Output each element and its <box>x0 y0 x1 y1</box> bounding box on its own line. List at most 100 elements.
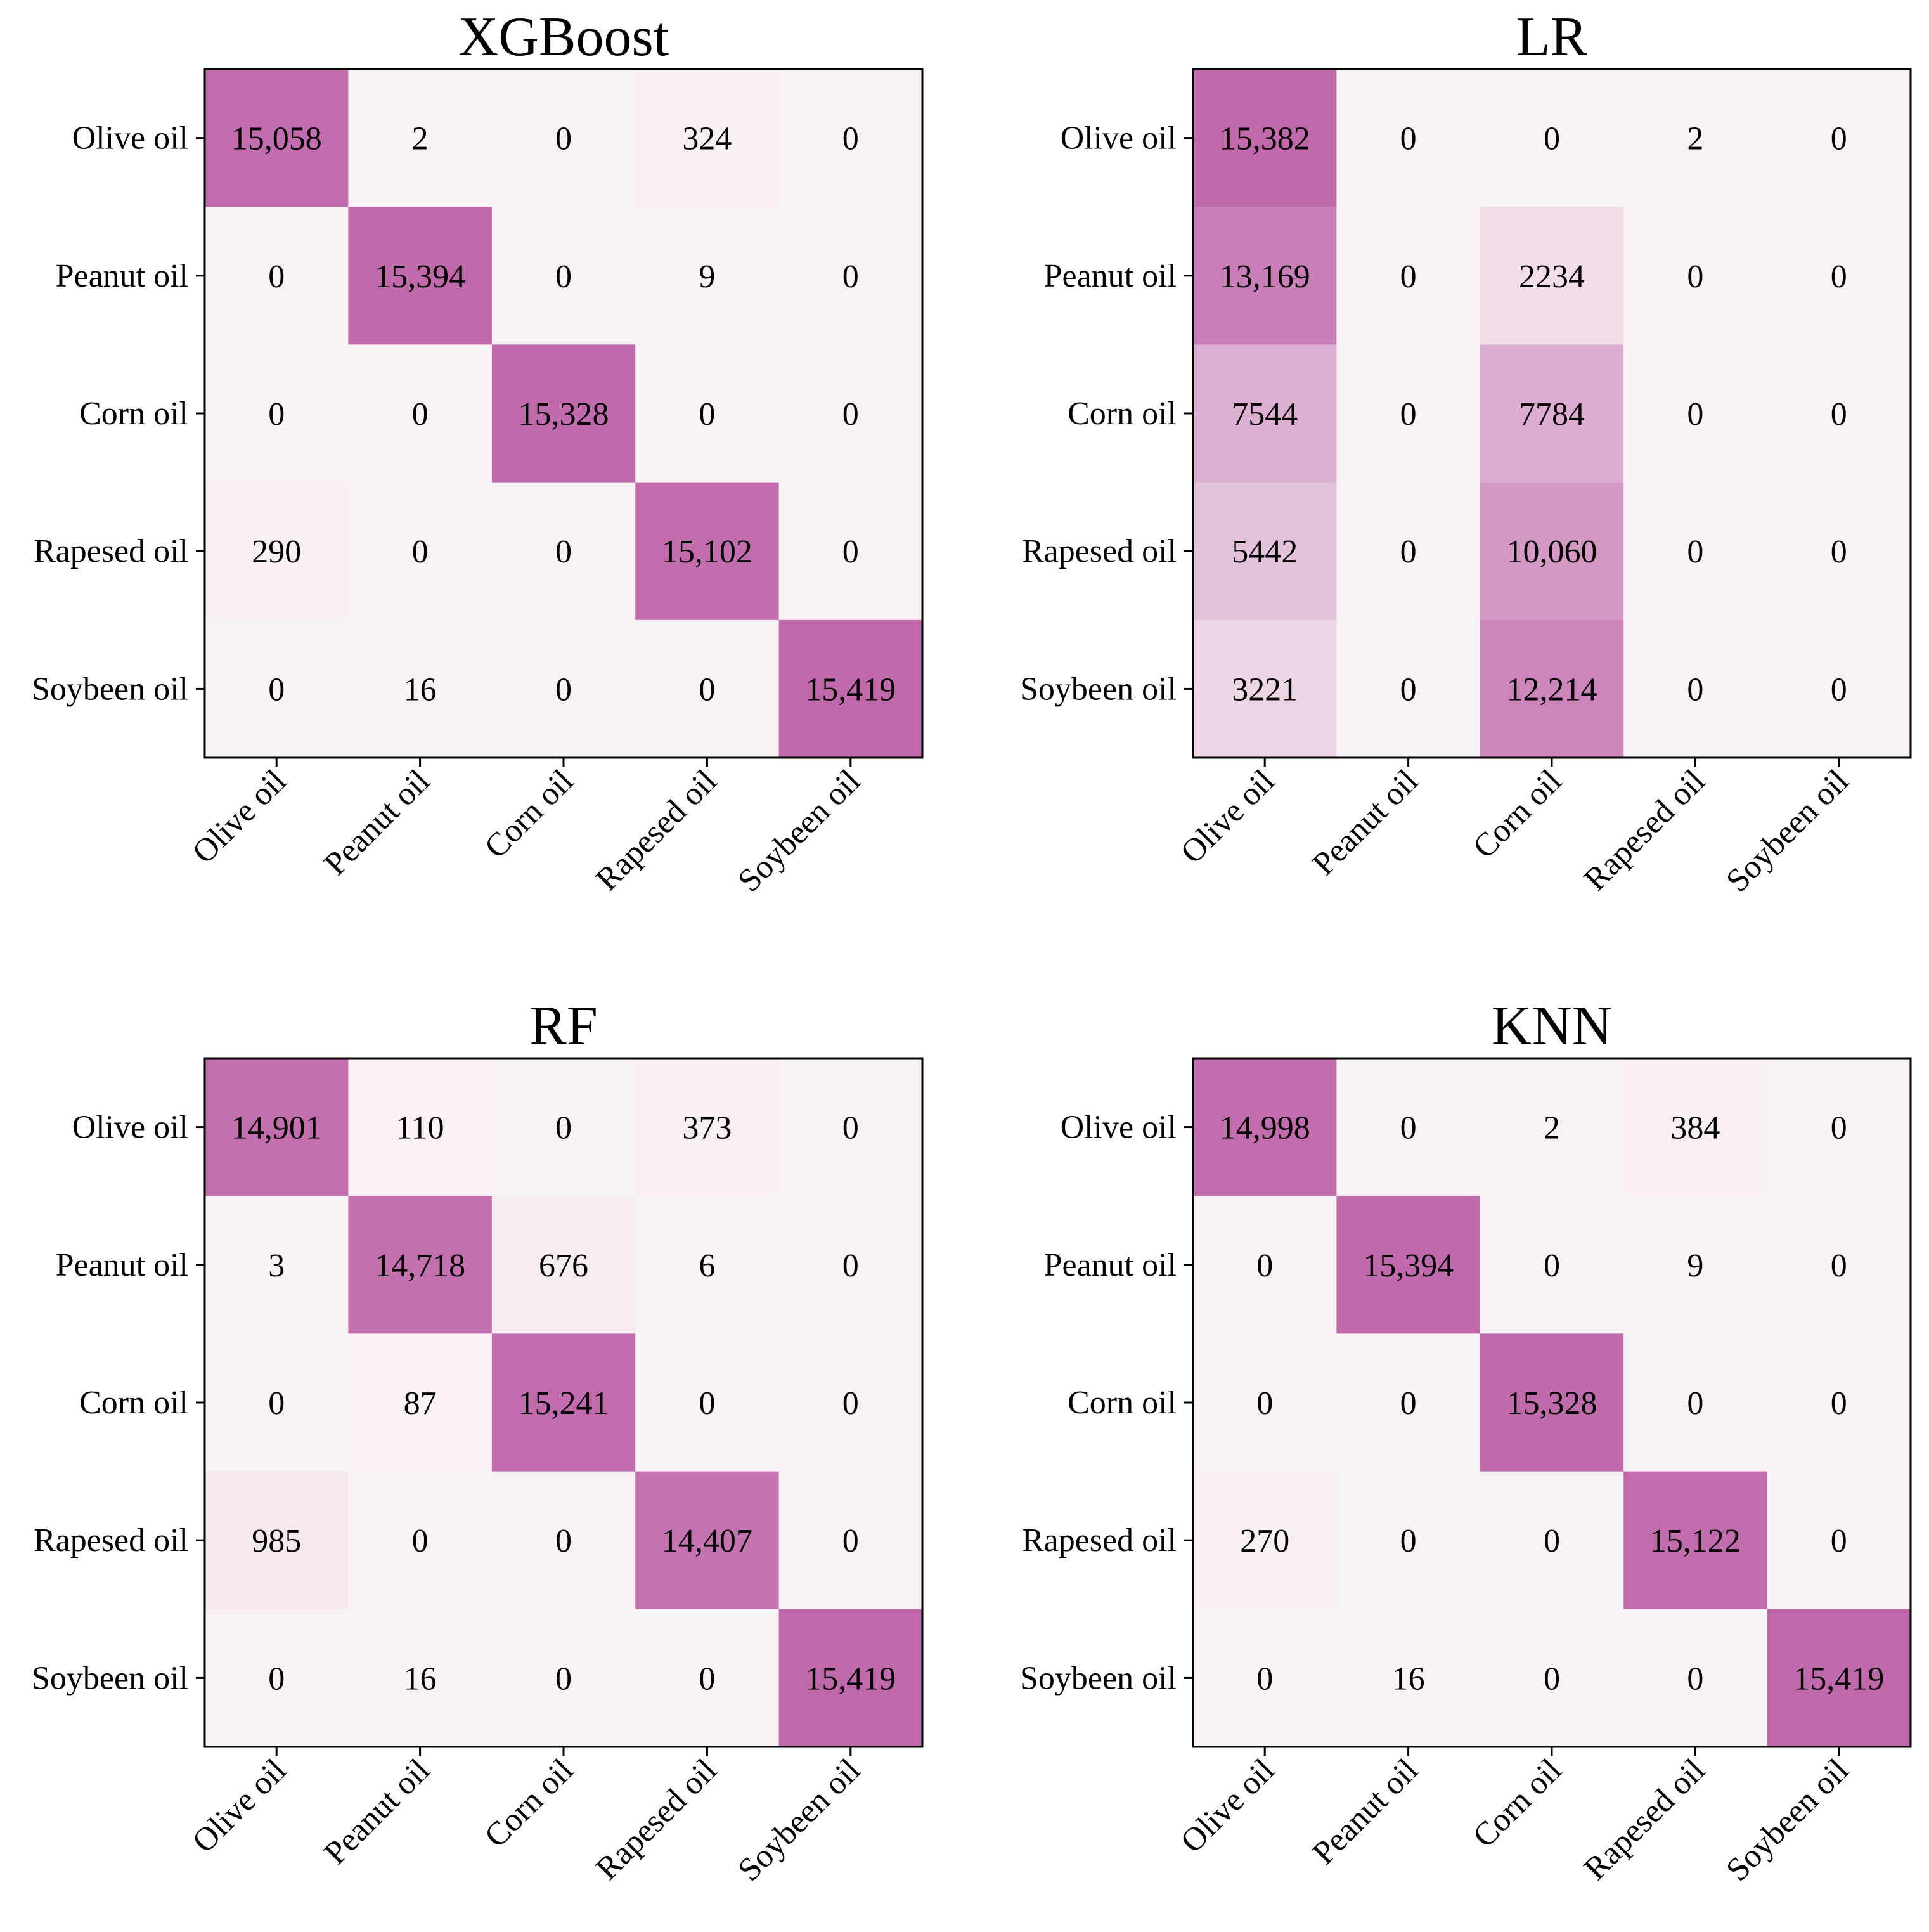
cell-value-label: 15,058 <box>231 121 322 157</box>
cell-value-label: 9 <box>1687 1248 1703 1284</box>
cell-value-label: 0 <box>1544 121 1560 157</box>
cell-value-label: 0 <box>842 121 859 157</box>
cell-value-label: 270 <box>1240 1523 1289 1559</box>
heatmap-cell <box>1480 1333 1624 1472</box>
cell-value-label: 2 <box>1687 121 1703 157</box>
heatmap-cell <box>205 482 349 621</box>
heatmap-cell <box>1623 619 1768 758</box>
heatmap-cell <box>205 1609 349 1747</box>
y-tick-label: Soybeen oil <box>32 671 188 707</box>
cell-value-label: 384 <box>1670 1110 1720 1146</box>
x-tick-label: Soybeen oil <box>731 1752 867 1888</box>
heatmap-cell <box>1767 1333 1911 1472</box>
heatmap-cell <box>1336 1609 1481 1747</box>
cell-value-label: 0 <box>842 534 859 570</box>
heatmap-cell <box>1193 482 1337 621</box>
cell-value-label: 6 <box>699 1248 715 1284</box>
heatmap-cell <box>778 69 923 207</box>
heatmap-cell <box>1480 344 1624 483</box>
y-tick-label: Soybeen oil <box>32 1660 188 1696</box>
heatmap-cell <box>1336 1471 1481 1610</box>
heatmap-cell <box>778 1058 923 1196</box>
cell-value-label: 3221 <box>1232 671 1298 708</box>
cell-value-label: 15,122 <box>1650 1523 1741 1559</box>
heatmap-cell <box>1480 619 1624 758</box>
heatmap-cell <box>1336 1058 1481 1196</box>
cell-value-label: 0 <box>1831 671 1847 708</box>
cell-value-label: 0 <box>842 1248 859 1284</box>
cell-value-label: 676 <box>539 1248 588 1284</box>
cell-value-label: 16 <box>404 1661 437 1697</box>
panel-rf: RF 14,901 110 0 373 0 3 14,718 676 6 0 0 87 15,241 0 0 9… <box>32 995 924 1888</box>
heatmap-cell <box>491 344 636 483</box>
heatmap-cell <box>1623 1609 1768 1747</box>
heatmap-cell <box>1623 1058 1768 1196</box>
heatmap-cell <box>1480 207 1624 345</box>
cell-value-label: 0 <box>1256 1385 1273 1422</box>
cell-value-label: 0 <box>1400 1523 1417 1559</box>
cell-value-label: 15,328 <box>519 396 609 432</box>
heatmap-cell <box>491 1058 636 1196</box>
heatmap-cell <box>1480 1058 1624 1196</box>
cell-value-label: 15,328 <box>1507 1385 1597 1422</box>
cell-value-label: 16 <box>404 671 437 708</box>
heatmap-cell <box>1480 482 1624 621</box>
cell-value-label: 0 <box>1400 1110 1417 1146</box>
cell-value-label: 7544 <box>1232 396 1298 432</box>
cell-value-label: 0 <box>699 671 715 708</box>
cell-value-label: 0 <box>1400 121 1417 157</box>
heatmap-cell <box>778 1471 923 1610</box>
y-tick-label: Corn oil <box>1068 396 1177 432</box>
heatmap-cell <box>635 344 780 483</box>
heatmap-cell <box>1336 619 1481 758</box>
heatmap-cell <box>348 1196 493 1334</box>
heatmap-cell <box>635 1058 780 1196</box>
y-tick-label: Olive oil <box>72 120 188 157</box>
cell-value-label: 15,394 <box>375 259 465 295</box>
cell-value-label: 0 <box>1544 1661 1560 1697</box>
heatmap-cell <box>635 207 780 345</box>
x-tick-label: Peanut oil <box>1306 763 1425 882</box>
heatmap-cell <box>1193 1196 1337 1334</box>
heatmap-cell <box>1767 1058 1911 1196</box>
x-tick-label: Olive oil <box>186 763 294 871</box>
heatmap-cell <box>205 207 349 345</box>
y-tick-label: Corn oil <box>79 1385 188 1421</box>
cell-value-label: 0 <box>1831 1523 1847 1559</box>
heatmap-cell <box>491 1609 636 1747</box>
heatmap-cell <box>205 1333 349 1472</box>
heatmap-cell <box>1193 69 1337 207</box>
cell-value-label: 0 <box>1544 1523 1560 1559</box>
heatmap-cell <box>1767 207 1911 345</box>
panel-title: LR <box>1516 6 1588 68</box>
x-tick-label: Rapesed oil <box>1577 1752 1712 1887</box>
panel-title: KNN <box>1492 995 1613 1057</box>
heatmap-cell <box>1480 1471 1624 1610</box>
cell-value-label: 290 <box>252 534 301 570</box>
cell-value-label: 324 <box>682 121 732 157</box>
heatmap-cell <box>635 1609 780 1747</box>
cell-value-label: 0 <box>1687 671 1703 708</box>
y-tick-label: Peanut oil <box>56 1247 188 1283</box>
cell-value-label: 0 <box>555 121 572 157</box>
cell-value-label: 15,394 <box>1363 1248 1454 1284</box>
x-tick-label: Olive oil <box>1174 763 1282 871</box>
cell-value-label: 0 <box>1831 121 1847 157</box>
heatmap-cell <box>205 1471 349 1610</box>
cell-value-label: 0 <box>842 1385 859 1422</box>
heatmap-cell <box>1193 619 1337 758</box>
cell-value-label: 0 <box>842 1110 859 1146</box>
cell-value-label: 0 <box>1400 396 1417 432</box>
y-tick-label: Rapesed oil <box>1022 533 1177 569</box>
y-tick-label: Olive oil <box>1061 1110 1177 1146</box>
cell-value-label: 0 <box>1831 1110 1847 1146</box>
y-tick-label: Rapesed oil <box>34 533 188 569</box>
heatmap-cell <box>1336 69 1481 207</box>
heatmap-cell <box>205 1196 349 1334</box>
panel-title: XGBoost <box>458 6 669 68</box>
cell-value-label: 0 <box>1831 534 1847 570</box>
cell-value-label: 2 <box>1544 1110 1560 1146</box>
panel-lr: LR 15,382 0 0 2 0 13,169 0 2234 0 0 7544 0 7784 0 0 5442… <box>1020 6 1912 899</box>
cell-value-label: 0 <box>412 534 429 570</box>
x-tick-label: Soybeen oil <box>1719 763 1855 899</box>
